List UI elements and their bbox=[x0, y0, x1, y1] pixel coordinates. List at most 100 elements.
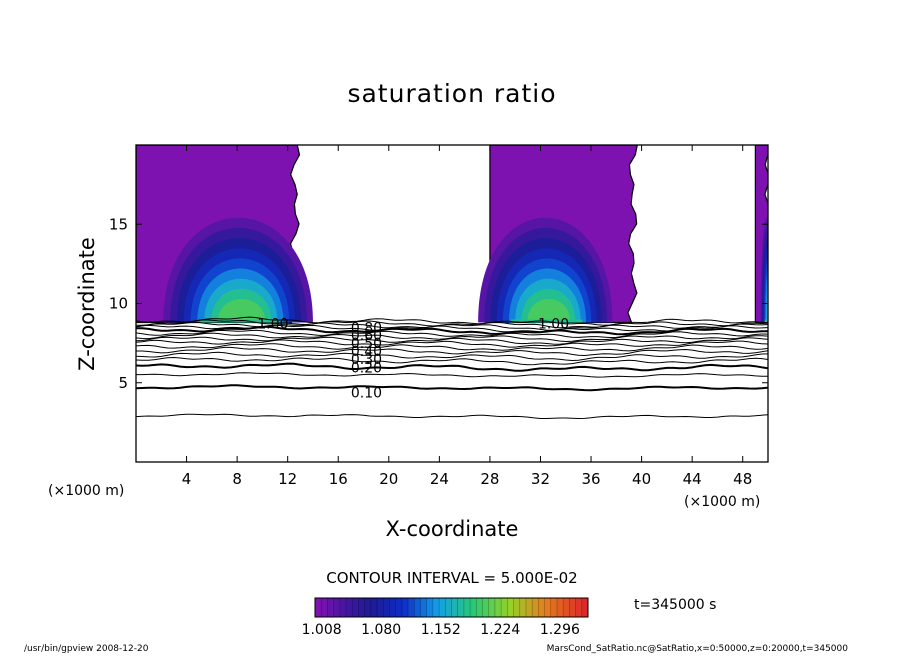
contour-line bbox=[136, 325, 768, 336]
colorbar-swatch bbox=[414, 598, 421, 617]
colorbar-swatch bbox=[420, 598, 428, 617]
region-level-fill bbox=[768, 299, 772, 322]
region-level-fill bbox=[527, 299, 571, 323]
contour-line bbox=[136, 336, 768, 345]
contour-line bbox=[136, 319, 768, 329]
colorbar-swatch bbox=[507, 598, 515, 617]
colorbar-tick-label: 1.152 bbox=[421, 622, 461, 638]
colorbar-swatch bbox=[488, 598, 496, 617]
colorbar-swatch bbox=[377, 598, 384, 617]
contour-line bbox=[136, 346, 768, 357]
contour-interval-label: CONTOUR INTERVAL = 5.000E-02 bbox=[326, 569, 577, 587]
contour-line bbox=[136, 362, 768, 372]
x-tick-label: 32 bbox=[531, 470, 550, 488]
x-tick-label: 48 bbox=[733, 470, 752, 488]
colorbar-swatch bbox=[494, 598, 502, 617]
colorbar-swatch bbox=[556, 598, 564, 617]
colorbar-swatch bbox=[370, 598, 378, 617]
contour-line bbox=[136, 351, 768, 362]
colorbar-swatch bbox=[395, 598, 403, 617]
x-tick-label: 4 bbox=[182, 470, 192, 488]
colorbar-swatch bbox=[476, 598, 484, 617]
contour-label-group: 1.00 1.00 0.800.600.500.400.300.20 0.10 bbox=[257, 316, 569, 401]
y-tick-label: 15 bbox=[109, 215, 128, 233]
colorbar-swatch bbox=[432, 598, 440, 617]
colorbar-swatch bbox=[581, 598, 589, 617]
colorbar-swatch bbox=[569, 598, 577, 617]
contour-label: 0.50 bbox=[351, 336, 382, 352]
contour-label: 0.40 bbox=[351, 344, 382, 360]
colorbar-swatch bbox=[426, 598, 434, 617]
x-tick-label: 12 bbox=[278, 470, 297, 488]
contour-label: 0.10 bbox=[351, 385, 382, 401]
contour-label: 0.60 bbox=[351, 328, 382, 344]
colorbar-tick-label: 1.080 bbox=[361, 622, 401, 638]
footer-left: /usr/bin/gpview 2008-12-20 bbox=[24, 644, 149, 654]
colorbar-swatch bbox=[538, 598, 546, 617]
contour-label: 1.00 bbox=[257, 316, 288, 332]
colorbar-swatch bbox=[563, 598, 570, 617]
x-tick-label: 24 bbox=[430, 470, 449, 488]
colorbar-swatch bbox=[358, 598, 366, 617]
colorbar-swatch bbox=[544, 598, 552, 617]
x-tick-label: 8 bbox=[232, 470, 242, 488]
plot-area: 1.00 1.00 0.800.600.500.400.300.20 0.10 bbox=[136, 145, 772, 420]
footer-right: MarsCond_SatRatio.nc@SatRatio,x=0:50000,… bbox=[547, 644, 849, 654]
contour-label: 1.00 bbox=[538, 316, 569, 332]
x-unit-left: (×1000 m) bbox=[48, 483, 124, 499]
x-tick-label: 40 bbox=[632, 470, 651, 488]
time-label: t=345000 s bbox=[634, 597, 716, 613]
contour-line bbox=[136, 332, 768, 343]
colorbar-swatch bbox=[482, 598, 490, 617]
colorbar bbox=[314, 597, 589, 618]
x-axis-label: X-coordinate bbox=[386, 517, 519, 541]
contour-line bbox=[136, 321, 768, 331]
colorbar-tick-labels: 1.008 1.080 1.152 1.224 1.296 bbox=[302, 622, 580, 638]
contour-line bbox=[136, 329, 768, 339]
colorbar-swatch bbox=[525, 598, 533, 617]
contour-line bbox=[136, 324, 768, 333]
x-tick-label: 44 bbox=[683, 470, 702, 488]
colorbar-swatch bbox=[550, 598, 558, 617]
region-core-band bbox=[764, 319, 768, 323]
x-tick-label: 16 bbox=[329, 470, 348, 488]
contour-line bbox=[136, 384, 768, 392]
x-unit-right: (×1000 m) bbox=[684, 494, 760, 510]
y-tick-label: 5 bbox=[118, 374, 128, 392]
colorbar-swatch bbox=[352, 598, 359, 617]
supersaturated-region bbox=[136, 145, 313, 324]
colorbar-swatch bbox=[439, 598, 446, 617]
contour-line bbox=[136, 413, 768, 420]
y-axis-ticks: 5 10 15 bbox=[109, 215, 768, 392]
colorbar-swatch bbox=[575, 598, 583, 617]
colorbar-swatch bbox=[513, 598, 521, 617]
colorbar-swatch bbox=[389, 598, 397, 617]
contour-label: 0.20 bbox=[351, 361, 382, 377]
colorbar-swatch bbox=[519, 598, 527, 617]
colorbar-swatch bbox=[333, 598, 341, 617]
colorbar-swatch bbox=[451, 598, 459, 617]
colorbar-swatch bbox=[408, 598, 415, 617]
plot-content: 1.00 1.00 0.800.600.500.400.300.20 0.10 bbox=[136, 145, 772, 420]
colorbar-tick-label: 1.296 bbox=[540, 622, 580, 638]
colorbar-swatch bbox=[445, 598, 452, 617]
colorbar-tick-label: 1.224 bbox=[480, 622, 520, 638]
contour-label: 0.30 bbox=[351, 352, 382, 368]
y-axis-label: Z-coordinate bbox=[75, 237, 99, 371]
supersaturated-region bbox=[478, 145, 638, 324]
x-tick-label: 36 bbox=[581, 470, 600, 488]
colorbar-swatch bbox=[470, 598, 477, 617]
contour-line bbox=[136, 316, 768, 326]
colorbar-swatch bbox=[346, 598, 353, 617]
colorbar-swatch bbox=[501, 598, 508, 617]
region-level-fill bbox=[217, 299, 266, 323]
contour-line bbox=[136, 372, 768, 378]
colorbar-swatch bbox=[321, 598, 328, 617]
supersaturated-region bbox=[754, 145, 772, 324]
x-tick-label: 20 bbox=[379, 470, 398, 488]
x-axis-ticks: 4 8 12 16 20 24 28 32 36 40 44 48 bbox=[182, 145, 752, 488]
colorbar-swatch bbox=[364, 598, 372, 617]
colorbar-swatch bbox=[463, 598, 471, 617]
contour-line bbox=[136, 343, 768, 352]
colorbar-swatch bbox=[532, 598, 539, 617]
